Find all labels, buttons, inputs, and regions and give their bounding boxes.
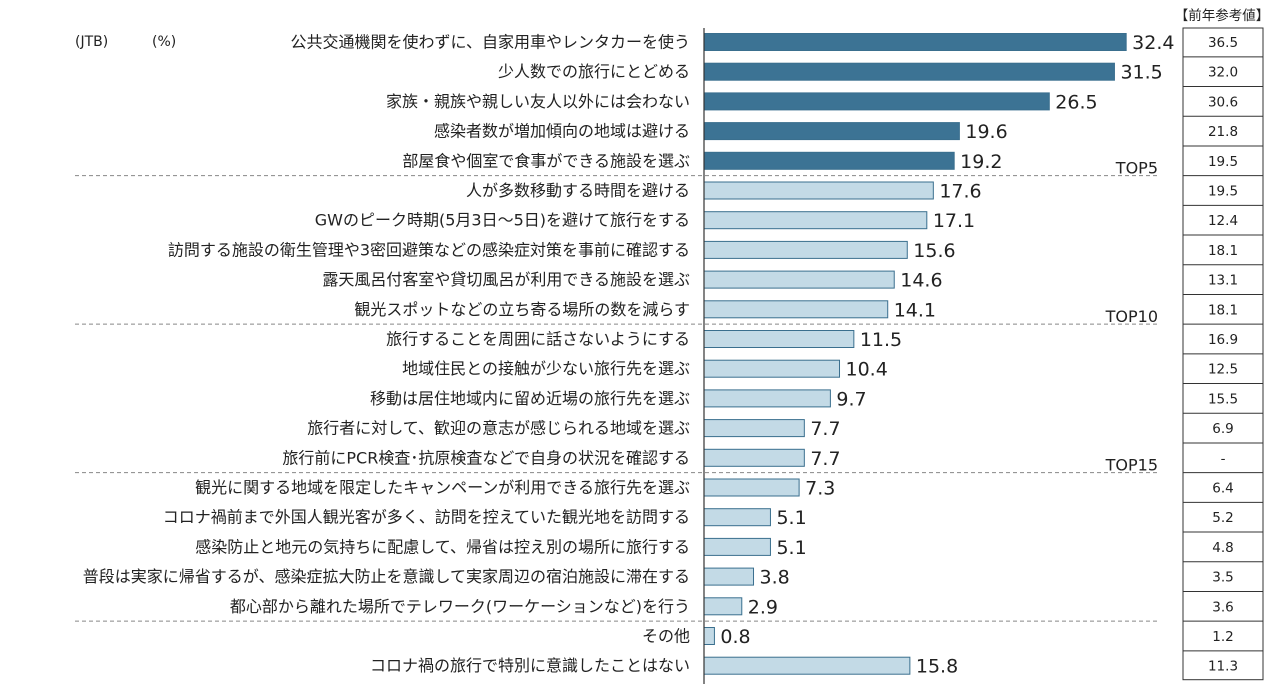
bar [703,300,889,319]
category-label: 家族・親族や親しい友人以外には会わない [386,92,690,111]
value-label: 17.1 [933,210,975,232]
prev-year-value: 36.5 [1208,35,1238,51]
bar [703,508,771,527]
category-label: 感染者数が増加傾向の地域は避ける [434,122,690,141]
category-label: コロナ禍前まで外国人観光客が多く、訪問を控えていた観光地を訪問する [163,508,690,527]
prev-year-value: 12.4 [1208,213,1238,229]
bar [703,211,928,230]
prev-year-value: 5.2 [1212,510,1233,526]
value-label: 19.6 [965,121,1007,143]
value-label: 5.1 [776,537,806,559]
bar [703,627,715,645]
bar [703,537,771,556]
value-label: 10.4 [846,359,888,381]
chart-marks: 公共交通機関を使わずに、自家用車やレンタカーを使う 32.4 36.5 少人数での旅行… [75,27,1264,684]
value-label: 15.6 [913,240,955,262]
prev-year-value: 30.6 [1208,94,1238,110]
bar [703,567,755,586]
bar [703,419,805,438]
value-label: 7.7 [810,448,840,470]
bar [703,92,1050,111]
value-label: 26.5 [1055,91,1097,113]
category-label: GWのピーク時期(5月3日～5日)を避けて旅行をする [315,211,690,230]
bar [703,240,908,259]
bar [703,62,1115,81]
prev-year-value: 11.3 [1208,659,1238,675]
prev-year-value: 18.1 [1208,243,1238,259]
value-label: 0.8 [720,626,750,648]
category-label: 公共交通機関を使わずに、自家用車やレンタカーを使う [290,33,690,52]
bar [703,33,1127,51]
category-label: 観光に関する地域を限定したキャンペーンが利用できる旅行先を選ぶ [195,478,690,497]
prev-year-value: 16.9 [1208,332,1238,348]
category-label: 少人数での旅行にとどめる [498,62,690,81]
category-label: 旅行することを周囲に話さないようにする [386,330,690,349]
value-label: 7.3 [805,478,835,500]
value-label: 14.1 [894,299,936,321]
value-label: 32.4 [1132,32,1174,54]
category-label: その他 [642,627,690,646]
prev-year-value: 18.1 [1208,302,1238,318]
source-label: (JTB) [75,34,108,50]
category-label: 旅行前にPCR検査･抗原検査などで自身の状況を確認する [282,448,690,467]
value-label: 17.6 [939,181,981,203]
category-label: 旅行者に対して、歓迎の意志が感じられる地域を選ぶ [307,419,690,438]
prev-year-value: - [1221,451,1226,467]
group-label: TOP10 [1105,307,1158,326]
value-label: 3.8 [760,567,790,589]
category-label: 観光スポットなどの立ち寄る場所の数を減らす [354,300,690,319]
bar [703,389,831,408]
bar [703,151,955,170]
value-label: 15.8 [916,656,958,678]
unit-label: (%) [152,34,176,50]
value-label: 7.7 [810,418,840,440]
bar [703,656,911,675]
prev-year-value: 13.1 [1208,273,1238,289]
prev-year-header: 【前年参考値】 [1175,7,1270,24]
value-label: 5.1 [776,507,806,529]
category-label: 訪問する施設の衛生管理や3密回避策などの感染症対策を事前に確認する [168,240,690,259]
prev-year-value: 32.0 [1208,65,1238,81]
prev-year-value: 3.5 [1212,570,1233,586]
category-label: 露天風呂付客室や貸切風呂が利用できる施設を選ぶ [322,270,690,289]
prev-year-value: 6.9 [1212,421,1233,437]
value-label: 31.5 [1120,62,1162,84]
category-label: 移動は居住地域内に留め近場の旅行先を選ぶ [370,389,690,408]
value-label: 14.6 [900,270,942,292]
prev-year-value: 15.5 [1208,391,1238,407]
group-label: TOP15 [1105,456,1158,475]
bar [703,448,805,467]
prev-year-value: 6.4 [1212,481,1233,497]
value-label: 19.2 [960,151,1002,173]
bar [703,478,800,497]
prev-year-value: 1.2 [1212,629,1233,645]
category-label: 人が多数移動する時間を避ける [466,181,690,200]
prev-year-value: 4.8 [1212,540,1233,556]
value-label: 9.7 [836,388,866,410]
prev-year-value: 19.5 [1208,154,1238,170]
category-label: 都心部から離れた場所でテレワーク(ワーケーションなど)を行う [230,597,690,616]
bar [703,122,960,141]
prev-year-value: 21.8 [1208,124,1238,140]
bar [703,359,841,378]
category-label: 感染防止と地元の気持ちに配慮して、帰省は控え別の場所に旅行する [195,537,690,556]
category-label: 普段は実家に帰省するが、感染症拡大防止を意識して実家周辺の宿泊施設に滞在する [83,567,690,586]
group-label: TOP5 [1115,159,1158,178]
value-label: 11.5 [860,329,902,351]
prev-year-value: 19.5 [1208,184,1238,200]
bar [703,330,855,348]
value-label: 2.9 [748,596,778,618]
category-label: 部屋食や個室で食事ができる施設を選ぶ [402,151,690,170]
prev-year-value: 12.5 [1208,362,1238,378]
bar [703,181,934,200]
bar [703,270,895,289]
prev-year-value: 3.6 [1212,599,1233,615]
bar [703,597,743,616]
category-label: コロナ禍の旅行で特別に意識したことはない [370,656,690,675]
category-label: 地域住民との接触が少ない旅行先を選ぶ [402,359,690,378]
